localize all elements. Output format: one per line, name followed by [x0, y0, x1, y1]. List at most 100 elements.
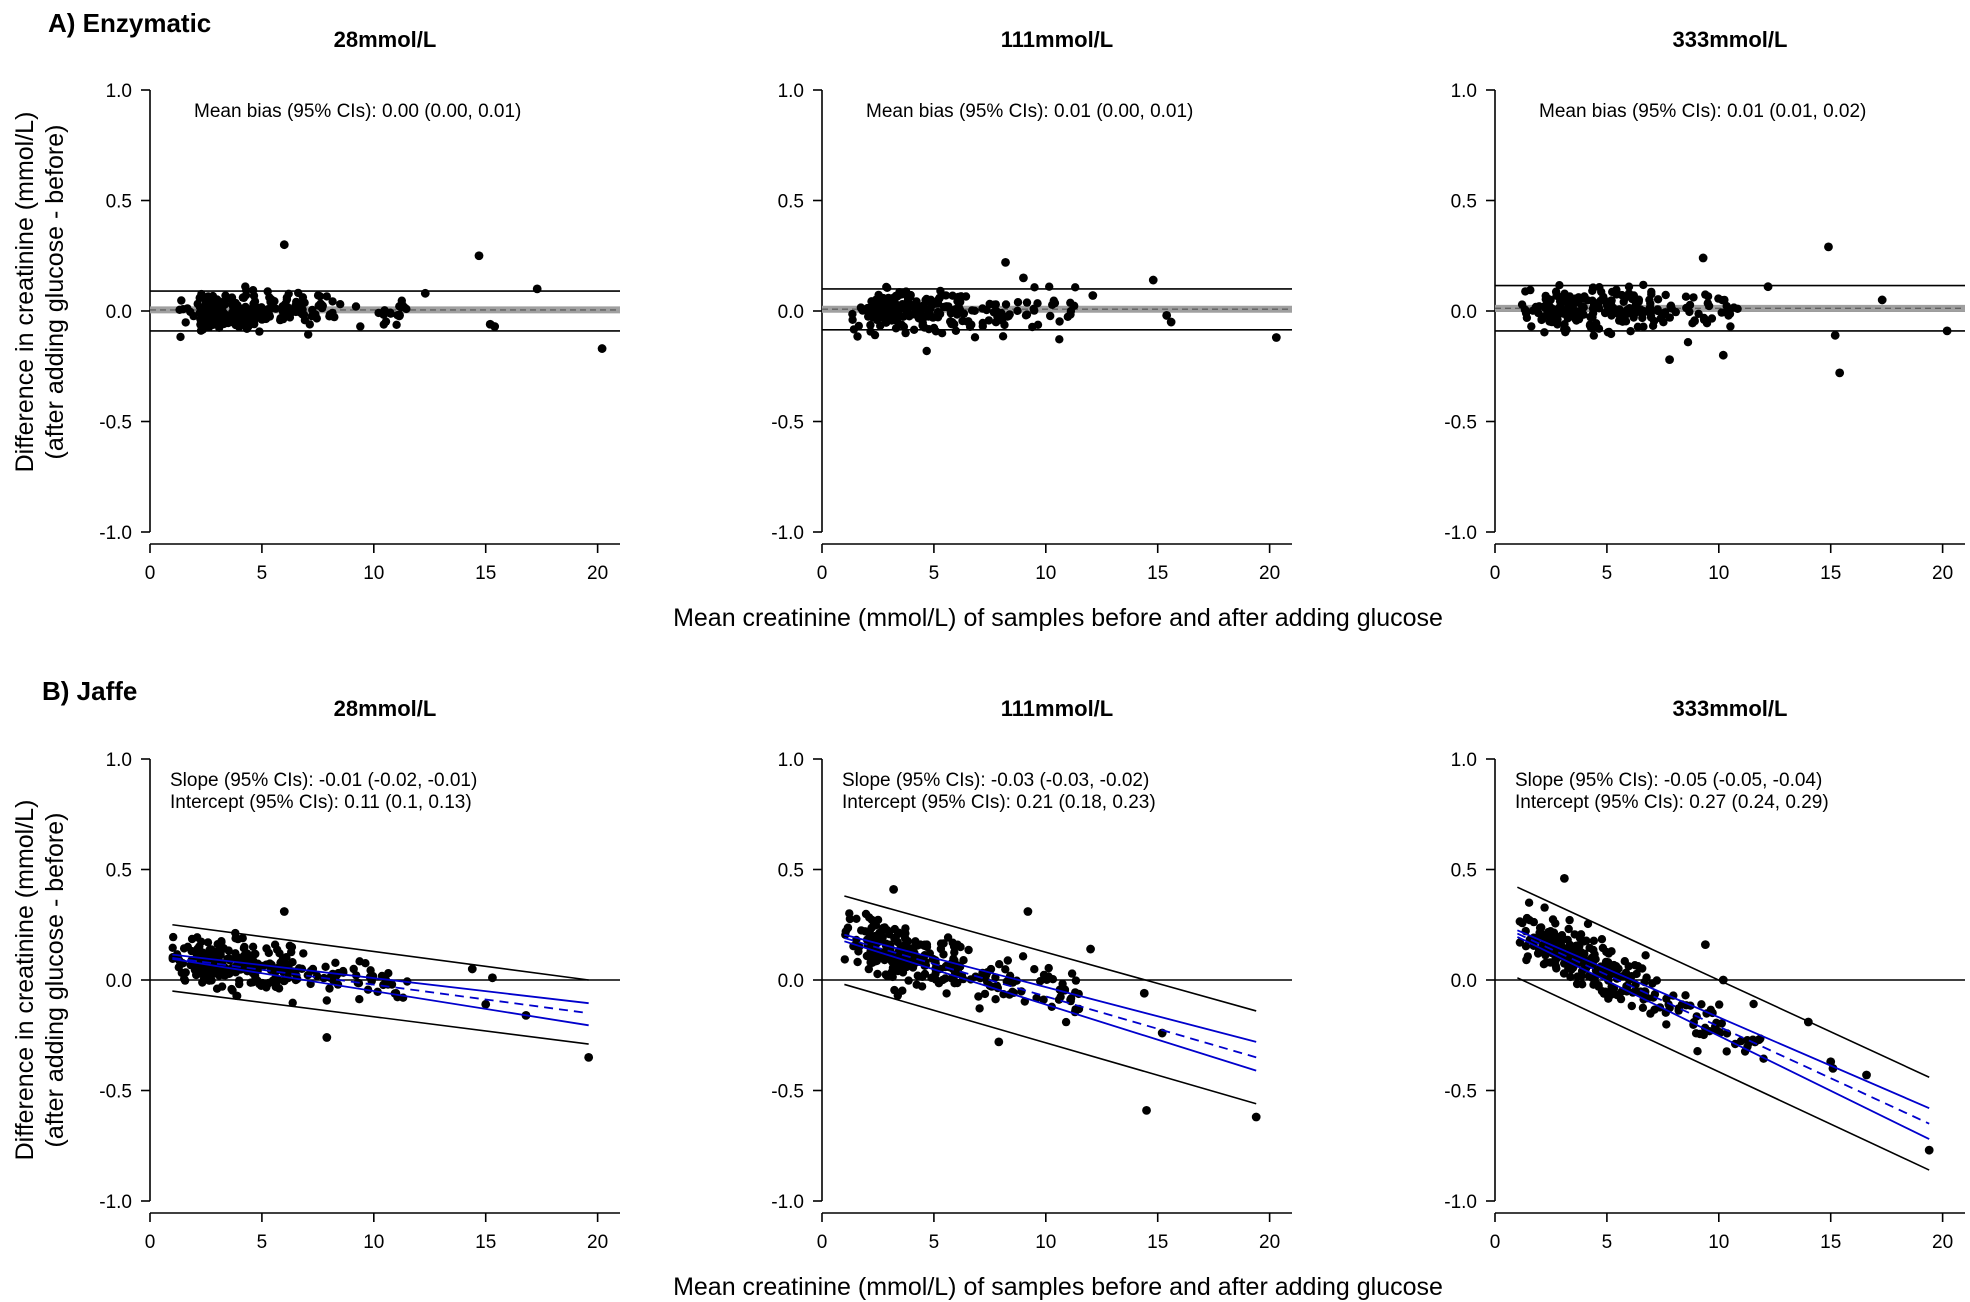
annotation: Mean bias (95% CIs): 0.01 (0.00, 0.01) — [866, 101, 1193, 122]
data-point — [1639, 280, 1648, 290]
data-point — [212, 966, 221, 975]
data-point — [1698, 253, 1708, 263]
data-point — [1648, 321, 1658, 330]
y-tick-label: 1.0 — [778, 750, 804, 771]
data-point — [288, 306, 297, 316]
data-point — [1560, 325, 1569, 334]
y-tick-label: -1.0 — [1444, 523, 1477, 544]
data-point — [1715, 1000, 1724, 1009]
data-point — [848, 315, 857, 324]
data-point — [951, 326, 961, 335]
data-point — [970, 333, 980, 342]
data-point — [1862, 1070, 1871, 1080]
data-point — [858, 306, 867, 315]
y-tick-label: 1.0 — [106, 750, 132, 771]
data-point — [1001, 300, 1011, 309]
data-point — [255, 327, 264, 336]
data-point — [970, 306, 979, 315]
data-point — [197, 289, 206, 299]
data-point — [276, 958, 285, 967]
data-point — [1612, 285, 1621, 295]
data-point — [1251, 1112, 1261, 1122]
data-point — [1763, 282, 1773, 292]
data-point — [379, 310, 388, 319]
y-tick-label: -1.0 — [1444, 1192, 1477, 1213]
data-point — [1055, 317, 1064, 326]
data-point — [890, 962, 900, 972]
data-point — [261, 309, 271, 318]
data-point — [873, 969, 882, 979]
data-point — [1583, 919, 1593, 929]
y-tick-label: -0.5 — [771, 1082, 804, 1103]
data-point — [955, 308, 964, 318]
data-point — [174, 963, 183, 972]
data-point — [1527, 322, 1536, 331]
data-point — [197, 968, 207, 977]
x-tick-label: 10 — [363, 563, 384, 584]
data-point — [279, 314, 288, 324]
data-point — [1615, 316, 1624, 325]
lower-limit-line — [172, 990, 589, 1045]
data-point — [852, 914, 861, 923]
data-point — [1001, 257, 1010, 267]
x-tick-label: 15 — [1147, 1232, 1168, 1253]
x-tick-label: 15 — [475, 1232, 496, 1253]
section-label-b: B) Jaffe — [42, 676, 137, 706]
data-point — [258, 978, 267, 988]
data-point — [1631, 308, 1641, 317]
data-point — [1724, 311, 1733, 320]
data-point — [942, 989, 951, 998]
data-point — [948, 318, 957, 327]
data-point — [235, 314, 244, 323]
data-point — [982, 305, 991, 315]
x-tick-label: 20 — [1932, 563, 1953, 584]
data-point — [921, 295, 930, 305]
panel-title: 28mmol/L — [334, 696, 437, 721]
data-point — [880, 303, 889, 313]
data-point — [997, 311, 1007, 320]
data-point — [392, 320, 401, 329]
data-point — [853, 957, 862, 967]
data-point — [203, 938, 213, 947]
data-point — [1547, 304, 1557, 313]
data-point — [1720, 295, 1729, 305]
data-point — [488, 973, 497, 983]
x-tick-label: 5 — [257, 1232, 268, 1253]
data-point — [1573, 972, 1582, 981]
data-point — [1647, 287, 1656, 297]
data-point — [1039, 995, 1048, 1004]
data-point — [1559, 969, 1569, 978]
annotation: Slope (95% CIs): -0.01 (-0.02, -0.01) — [170, 770, 477, 791]
data-point — [328, 308, 337, 318]
data-point — [864, 951, 873, 960]
data-point — [1924, 1145, 1934, 1155]
y-tick-label: 0.0 — [106, 971, 132, 992]
data-point — [853, 332, 862, 341]
data-point — [1533, 949, 1543, 958]
x-tick-label: 5 — [257, 563, 268, 584]
data-point — [869, 920, 879, 929]
ci-upper-line — [1517, 929, 1930, 1110]
data-point — [238, 293, 248, 302]
x-tick-label: 0 — [1490, 563, 1501, 584]
data-point — [845, 909, 854, 918]
y-tick-label: -0.5 — [1444, 1082, 1477, 1103]
data-point — [1645, 303, 1655, 312]
y-tick-label: -1.0 — [771, 1192, 804, 1213]
data-point — [1594, 982, 1603, 991]
data-point — [279, 907, 289, 916]
x-tick-label: 5 — [1602, 563, 1613, 584]
data-point — [901, 939, 910, 948]
data-point — [887, 971, 897, 981]
data-point — [1661, 308, 1670, 317]
data-point — [195, 942, 204, 951]
y-tick-label: -0.5 — [99, 413, 132, 434]
data-point — [474, 251, 484, 261]
data-point — [1066, 994, 1076, 1003]
data-point — [243, 307, 253, 316]
data-point — [176, 332, 185, 342]
data-point — [1733, 304, 1742, 313]
data-point — [1517, 300, 1527, 309]
data-point — [241, 282, 250, 291]
data-point — [481, 999, 491, 1009]
